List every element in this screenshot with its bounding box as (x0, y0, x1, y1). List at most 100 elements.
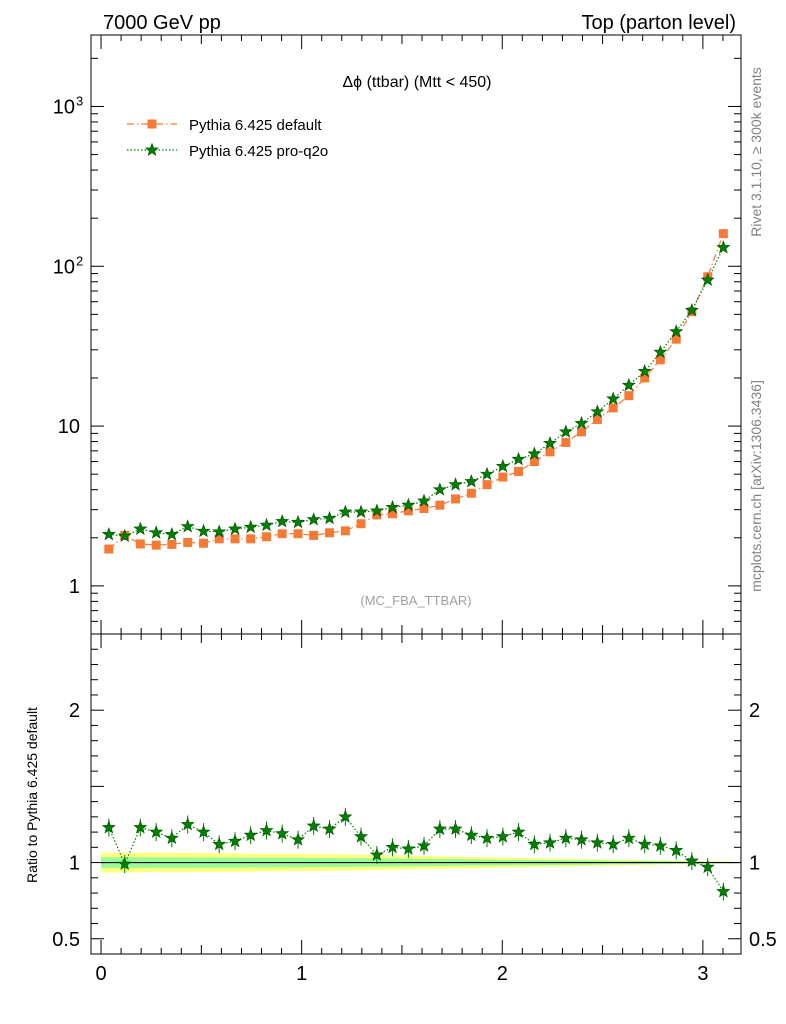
ratio-point (574, 832, 589, 846)
ratio-point (558, 830, 573, 845)
rivet-version-label: Rivet 3.1.10, ≥ 300k events (748, 67, 764, 237)
ratio-y-tick-label-right: 1 (749, 853, 760, 875)
proq2o-point (212, 524, 227, 538)
series-line-default (108, 233, 724, 550)
main-plot-title: Δϕ (ttbar) (Mtt < 450) (342, 74, 491, 91)
ratio-point (527, 836, 542, 851)
proq2o-point (164, 527, 179, 541)
ratio-point (133, 820, 148, 834)
default-point (230, 534, 240, 544)
proq2o-point (196, 523, 211, 538)
default-point (167, 539, 177, 549)
ratio-point (180, 817, 195, 831)
ratio-point (243, 827, 258, 842)
proq2o-point (117, 528, 132, 543)
ratio-point (322, 821, 337, 836)
proq2o-point (432, 482, 447, 496)
default-point (419, 503, 429, 513)
ratio-y-tick-label: 1 (69, 853, 80, 875)
ratio-series-line (108, 816, 724, 892)
ratio-frame (90, 633, 742, 955)
default-point (608, 403, 618, 413)
ratio-y-tick-label: 0.5 (52, 929, 80, 951)
mcplots-label: mcplots.cern.ch [arXiv:1306.3436] (748, 380, 764, 592)
proq2o-point (558, 424, 573, 438)
ratio-point (164, 830, 179, 845)
default-point (577, 427, 587, 437)
ratio-y-axis-label: Ratio to Pythia 6.425 default (24, 707, 40, 883)
default-point (718, 229, 728, 239)
default-point (451, 494, 461, 504)
proq2o-point (338, 504, 353, 518)
ratio-point (369, 847, 384, 861)
default-point (514, 466, 524, 476)
default-point (325, 528, 335, 538)
default-point (388, 509, 398, 519)
proq2o-point (716, 240, 731, 254)
ratio-point (621, 830, 636, 845)
ratio-point (291, 832, 306, 846)
ratio-point (590, 835, 605, 849)
y-tick-label: 10 (58, 416, 80, 438)
ratio-y-tick-label-right: 2 (749, 700, 760, 722)
ratio-point (212, 836, 227, 851)
default-point (356, 519, 366, 529)
x-tick-label: 2 (497, 963, 508, 985)
proq2o-point (243, 519, 258, 534)
x-tick-label: 0 (95, 963, 106, 985)
ratio-point (338, 809, 353, 823)
proq2o-point (511, 451, 526, 466)
ratio-point (637, 836, 652, 851)
proq2o-point (637, 363, 652, 378)
series-line-proq2o (108, 247, 724, 537)
proq2o-point (574, 415, 589, 430)
default-point (104, 544, 114, 554)
y-tick-label: 1 (69, 576, 80, 598)
proq2o-point (700, 272, 715, 287)
proq2o-point (385, 500, 400, 514)
proq2o-point (527, 446, 542, 460)
proq2o-point (417, 493, 432, 507)
default-point (671, 334, 681, 344)
proq2o-point (369, 503, 384, 517)
proq2o-point (669, 324, 684, 338)
ratio-point (480, 830, 495, 845)
proq2o-point (590, 404, 605, 418)
ratio-point (196, 824, 211, 839)
default-point (214, 534, 224, 544)
header-left: 7000 GeV pp (103, 12, 221, 34)
ratio-point (543, 835, 558, 849)
proq2o-point (228, 521, 243, 535)
default-point (246, 534, 256, 544)
default-point (624, 391, 634, 401)
ratio-point (417, 838, 432, 852)
proq2o-point (543, 435, 558, 450)
ratio-point (275, 826, 290, 840)
default-point (372, 510, 382, 520)
ratio-point (464, 827, 479, 842)
proq2o-point (133, 521, 148, 535)
ratio-point (306, 818, 321, 832)
ratio-panel: 0 1 2 3 0.5 0.5 1 1 2 2 (52, 633, 777, 985)
default-point (545, 447, 555, 457)
ratio-point (700, 859, 715, 874)
proq2o-point (306, 512, 321, 526)
proq2o-point (291, 514, 306, 529)
ratio-point (117, 856, 132, 871)
default-point (199, 538, 209, 548)
default-point (277, 529, 287, 539)
ratio-point (432, 821, 447, 836)
ratio-point (653, 838, 668, 852)
default-point (592, 414, 602, 424)
default-point (309, 530, 319, 540)
proq2o-point (621, 377, 636, 392)
proq2o-point (259, 517, 274, 532)
default-point (183, 537, 193, 547)
ratio-point (606, 836, 621, 851)
proq2o-point (322, 510, 337, 525)
ratio-point (228, 833, 243, 848)
ratio-point (101, 820, 116, 834)
proq2o-point (180, 519, 195, 533)
